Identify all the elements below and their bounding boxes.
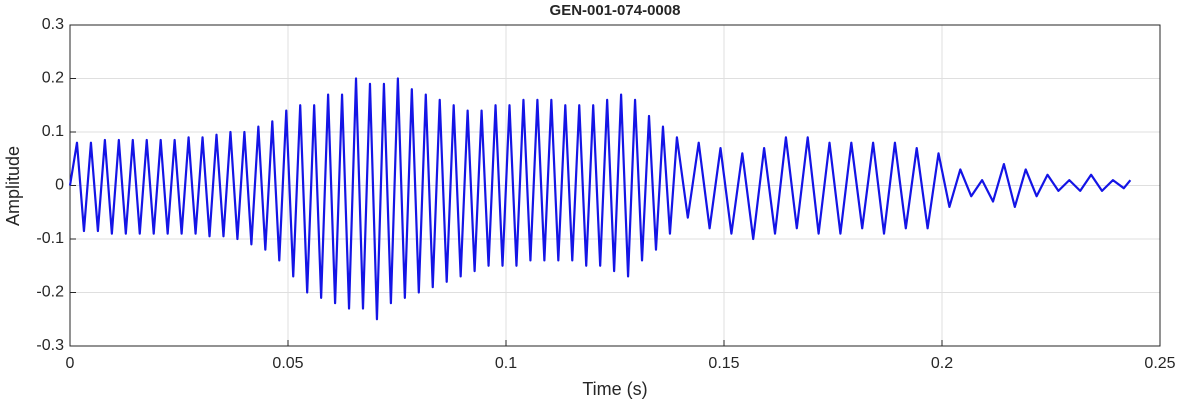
y-tick-label: 0.2 <box>42 70 64 87</box>
x-axis-label: Time (s) <box>582 379 647 399</box>
x-tick-label: 0.25 <box>1144 355 1175 372</box>
x-tick-label: 0 <box>66 355 75 372</box>
x-tick-label: 0.05 <box>272 355 303 372</box>
y-tick-label: 0.3 <box>42 16 64 33</box>
x-tick-label: 0.2 <box>931 355 953 372</box>
y-tick-label: -0.2 <box>36 284 64 301</box>
y-axis-label: Amplitude <box>3 146 23 226</box>
y-tick-label: 0 <box>55 177 64 194</box>
x-tick-label: 0.1 <box>495 355 517 372</box>
x-tick-label: 0.15 <box>708 355 739 372</box>
y-tick-label: -0.3 <box>36 337 64 354</box>
y-tick-label: -0.1 <box>36 230 64 247</box>
chart-title: GEN-001-074-0008 <box>550 2 681 19</box>
waveform-line <box>68 77 1132 321</box>
y-tick-label: 0.1 <box>42 123 64 140</box>
